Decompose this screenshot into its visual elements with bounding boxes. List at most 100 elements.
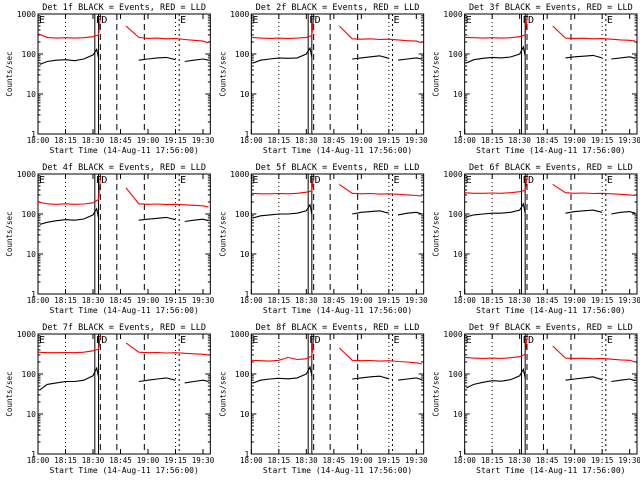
marker-label: F [96,175,102,186]
x-tick-label: 18:45 [536,136,559,145]
marker-label: D [528,175,534,186]
x-tick-label: 18:45 [109,456,132,465]
events-series-line [184,379,209,384]
events-series-line [397,211,422,216]
x-tick-label: 18:30 [508,136,531,145]
x-tick-label: 19:15 [378,136,401,145]
x-tick-label: 19:15 [591,456,614,465]
attenuator-box [521,333,526,455]
events-series-line [39,48,100,65]
x-tick-label: 18:30 [82,296,105,305]
y-axis-label: Counts/sec [218,211,227,256]
x-tick-label: 19:30 [618,456,640,465]
plot-frame [464,13,638,135]
events-series-line [39,207,100,225]
x-tick-label: 19:00 [137,456,160,465]
panel: Det 9f BLACK = Events, RED = LLD 1 10 100 10… [432,323,640,475]
x-axis-label: Start Time (14-Aug-11 17:56:00) [263,466,412,475]
marker-label: D [101,175,107,186]
x-tick-label: 18:15 [268,136,291,145]
marker-label: E [252,175,258,186]
marker-label: E [607,175,613,186]
x-tick-label: 18:00 [240,296,263,305]
x-tick-label: 19:00 [563,296,586,305]
x-tick-label: 19:15 [378,296,401,305]
x-tick-label: 19:30 [192,296,215,305]
x-axis-label: Start Time (14-Aug-11 17:56:00) [476,146,625,155]
y-tick-label: 1 [458,450,463,459]
attenuator-box [521,13,526,135]
y-tick-label: 1000 [17,330,36,339]
y-axis-label: Counts/sec [218,371,227,416]
x-axis-label: Start Time (14-Aug-11 17:56:00) [263,306,412,315]
x-tick-label: 19:30 [192,136,215,145]
x-axis-label: Start Time (14-Aug-11 17:56:00) [476,466,625,475]
attenuator-box [94,13,100,135]
y-tick-label: 10 [453,90,463,99]
lld-series-line [125,342,209,356]
marker-label: F [309,335,315,346]
attenuator-box [94,173,100,295]
lld-series-line [552,183,636,197]
x-tick-label: 19:30 [192,456,215,465]
marker-label: D [101,335,107,346]
x-tick-label: 19:00 [137,136,160,145]
marker-label: E [252,15,258,26]
events-series-line [466,367,526,389]
x-tick-label: 19:00 [350,456,373,465]
marker-label: F [523,15,529,26]
marker-label: E [180,15,186,26]
y-tick-label: 100 [448,370,463,379]
x-tick-label: 18:45 [323,136,346,145]
marker-label: E [466,15,472,26]
x-tick-label: 19:30 [618,296,640,305]
events-series-line [253,365,313,384]
lld-series-line [37,17,101,39]
marker-label: E [466,335,472,346]
marker-label: E [466,175,472,186]
y-tick-label: 1000 [17,10,36,19]
panel: Det 3f BLACK = Events, RED = LLD 1 10 100 10… [432,3,640,155]
x-tick-label: 19:30 [405,136,428,145]
x-tick-label: 18:00 [27,296,50,305]
x-tick-label: 18:00 [453,296,476,305]
events-series-line [466,202,526,218]
y-tick-label: 100 [235,210,250,219]
y-tick-label: 10 [453,250,463,259]
panel-title: Det 6f BLACK = Events, RED = LLD [469,163,633,173]
marker-label: E [39,175,45,186]
x-tick-label: 19:15 [591,296,614,305]
marker-label: E [39,335,45,346]
marker-label: E [607,15,613,26]
events-series-line [253,46,313,64]
marker-label: F [96,15,102,26]
y-tick-label: 10 [26,90,36,99]
y-tick-label: 1 [31,290,36,299]
panel-title: Det 9f BLACK = Events, RED = LLD [469,323,633,333]
events-series-line [352,210,389,215]
plot-frame [250,333,425,455]
x-tick-label: 18:15 [54,456,77,465]
y-tick-label: 10 [240,410,250,419]
y-tick-label: 1000 [230,10,249,19]
marker-label: E [252,335,258,346]
x-tick-label: 18:45 [536,296,559,305]
events-series-line [138,377,176,383]
events-series-line [39,366,100,391]
events-series-line [611,211,636,215]
panel: Det 7f BLACK = Events, RED = LLD 1 10 100 10… [5,323,215,475]
plot-frame [37,333,211,455]
y-axis-label: Counts/sec [5,51,14,96]
attenuator-box [94,333,100,455]
x-tick-label: 18:30 [295,296,318,305]
lld-series-line [37,335,101,354]
x-axis-label: Start Time (14-Aug-11 17:56:00) [263,146,412,155]
y-tick-label: 1 [31,450,36,459]
x-tick-label: 18:45 [323,456,346,465]
marker-label: E [39,15,45,26]
x-tick-label: 19:30 [618,136,640,145]
x-tick-label: 19:30 [405,296,428,305]
y-tick-label: 1000 [443,170,462,179]
y-tick-label: 10 [240,90,250,99]
